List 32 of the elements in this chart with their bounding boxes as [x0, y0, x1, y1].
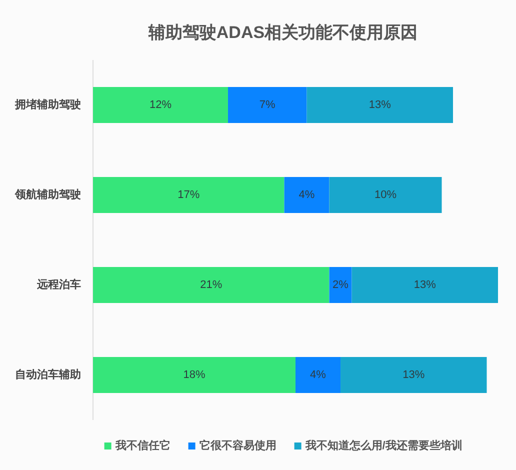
bar [93, 267, 330, 303]
legend-label: 我不信任它 [114, 439, 170, 452]
data-label: 4% [298, 189, 315, 201]
data-label: 13% [402, 369, 425, 381]
data-label: 17% [178, 189, 200, 201]
data-label: 2% [332, 279, 349, 291]
bar [329, 177, 442, 213]
y-tick-label: 自动泊车辅助 [15, 368, 81, 381]
bar [93, 357, 296, 393]
data-label: 13% [368, 99, 392, 111]
bar [306, 87, 453, 123]
bar [93, 87, 228, 123]
bar [329, 267, 352, 303]
bar [93, 177, 284, 213]
data-label: 4% [310, 369, 326, 381]
legend-label: 它很不容易使用 [199, 439, 276, 452]
data-label: 13% [414, 279, 436, 291]
y-tick-label: 拥堵辅助驾驶 [14, 98, 81, 111]
data-label: 18% [183, 369, 206, 381]
data-label: 12% [149, 99, 172, 111]
legend-label: 我不知道怎么用/我还需要些培训 [304, 439, 462, 452]
bar [340, 357, 487, 393]
data-label: 21% [200, 279, 222, 291]
bar [284, 177, 330, 213]
data-label: 7% [259, 99, 276, 111]
bar [352, 267, 498, 303]
data-label: 10% [374, 189, 397, 201]
y-tick-label: 远程泊车 [36, 278, 81, 291]
bar [228, 87, 307, 123]
bar [296, 357, 340, 393]
chart-title: 辅助驾驶ADAS相关功能不使用原因 [147, 23, 418, 42]
y-tick-label: 领航辅助驾驶 [14, 188, 81, 201]
